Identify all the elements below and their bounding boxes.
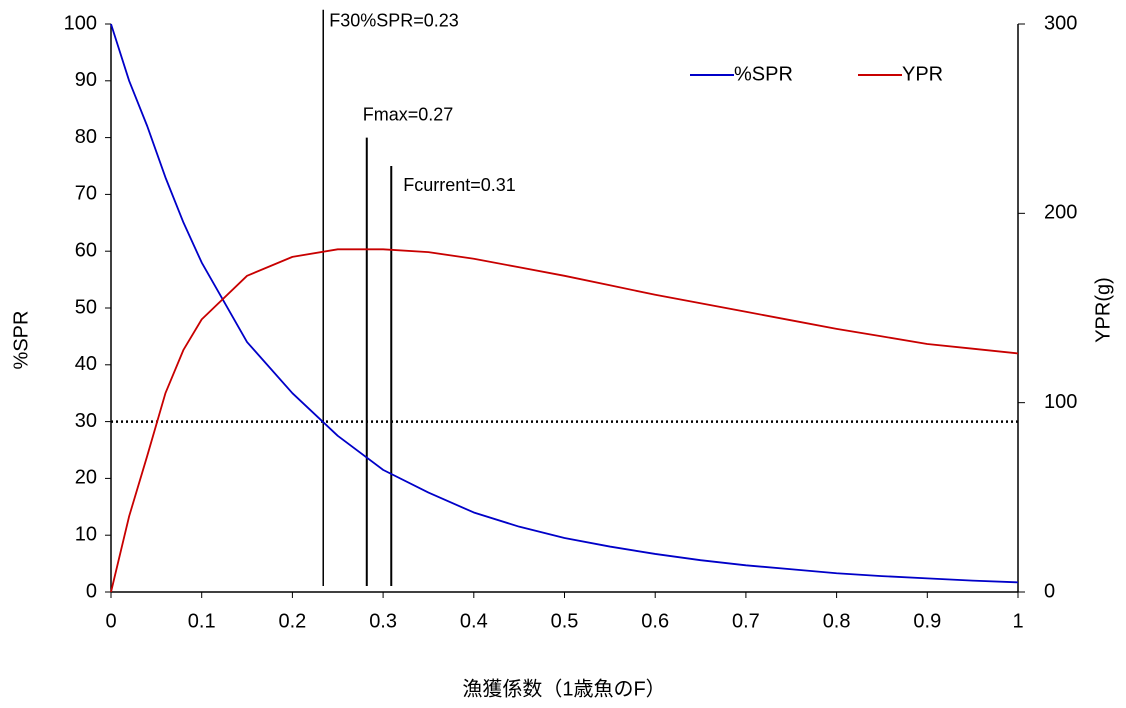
vertical-line-label: Fmax=0.27 <box>363 104 454 124</box>
x-tick-label: 0.4 <box>460 610 488 632</box>
y-tick-label: 60 <box>75 239 97 261</box>
legend-label: YPR <box>902 63 943 85</box>
series-line <box>110 248 1019 593</box>
y-tick-label: 50 <box>75 296 97 318</box>
y-tick-label: 40 <box>75 353 97 375</box>
y2-tick-label: 100 <box>1044 391 1077 413</box>
x-tick-label: 0.7 <box>732 610 760 632</box>
x-tick-label: 0.9 <box>913 610 941 632</box>
y-tick-label: 70 <box>75 183 97 205</box>
series-line <box>110 23 1019 584</box>
y-tick-label: 10 <box>75 523 97 545</box>
y-tick-label: 0 <box>86 580 97 602</box>
x-tick-label: 0 <box>105 610 116 632</box>
y2-tick-label: 200 <box>1044 202 1077 224</box>
y-tick-label: 30 <box>75 410 97 432</box>
x-axis-title: 漁獲係数（1歳魚のF） <box>462 677 665 700</box>
legend-label: %SPR <box>734 63 793 85</box>
y2-tick-label: 0 <box>1044 580 1055 602</box>
x-tick-label: 0.3 <box>369 610 397 632</box>
x-tick-label: 0.5 <box>551 610 579 632</box>
y2-tick-label: 300 <box>1044 12 1077 34</box>
y-tick-label: 80 <box>75 126 97 148</box>
x-tick-label: 0.6 <box>641 610 669 632</box>
y-tick-label: 100 <box>64 12 97 34</box>
y2-axis-title: YPR(g) <box>1092 277 1114 343</box>
y-axis-title: %SPR <box>10 311 32 370</box>
x-tick-label: 0.1 <box>188 610 216 632</box>
vertical-line-label: F30%SPR=0.23 <box>329 11 459 31</box>
x-tick-label: 0.8 <box>823 610 851 632</box>
x-tick-label: 1 <box>1012 610 1023 632</box>
y-tick-label: 20 <box>75 467 97 489</box>
y-tick-label: 90 <box>75 69 97 91</box>
vertical-line-label: Fcurrent=0.31 <box>403 175 516 195</box>
x-tick-label: 0.2 <box>278 610 306 632</box>
